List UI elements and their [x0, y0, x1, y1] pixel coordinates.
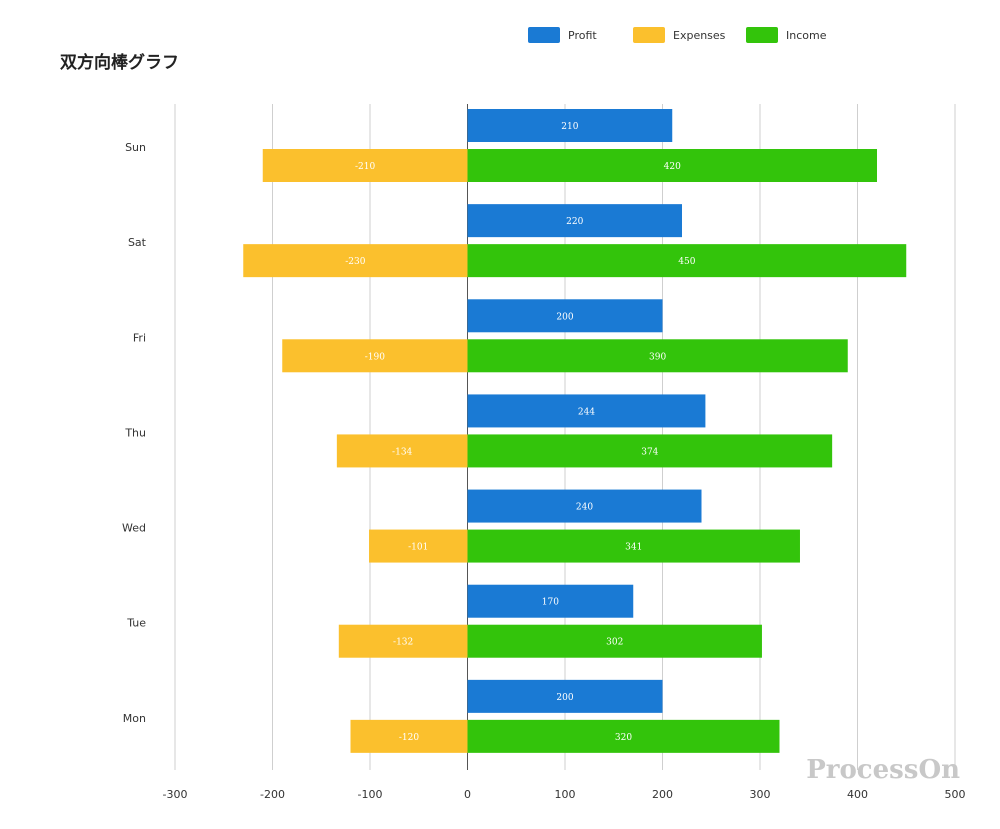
- expenses-bar-label: -230: [345, 257, 365, 267]
- x-tick-label: -200: [260, 788, 285, 801]
- expenses-bar: [282, 339, 468, 373]
- expenses-bar-label: -134: [392, 447, 412, 457]
- profit-bar: [467, 204, 682, 238]
- expenses-bar: [336, 434, 468, 468]
- profit-bar: [467, 299, 663, 333]
- expenses-bar: [369, 529, 468, 563]
- legend-swatch: [528, 27, 560, 43]
- profit-bar-label: 170: [542, 598, 559, 608]
- y-category-label: Thu: [124, 426, 146, 439]
- profit-bar-label: 244: [578, 407, 595, 417]
- profit-bar: [467, 679, 663, 713]
- x-tick-label: 0: [464, 788, 471, 801]
- legend-label: Expenses: [673, 29, 726, 42]
- income-bar: [467, 434, 833, 468]
- expenses-bar-label: -101: [408, 543, 428, 553]
- profit-bar: [467, 394, 706, 428]
- x-tick-label: 400: [847, 788, 868, 801]
- profit-bar-label: 240: [576, 503, 593, 513]
- expenses-bar: [243, 244, 468, 278]
- x-tick-label: -300: [163, 788, 188, 801]
- legend-swatch: [633, 27, 665, 43]
- profit-bar: [467, 109, 673, 142]
- y-category-label: Wed: [122, 522, 146, 535]
- income-bar: [467, 149, 877, 182]
- income-bar-label: 450: [678, 257, 695, 267]
- y-category-label: Sat: [128, 236, 147, 249]
- profit-bar-label: 200: [556, 693, 573, 703]
- income-bar-label: 320: [615, 733, 632, 743]
- x-tick-label: 100: [555, 788, 576, 801]
- profit-bar: [467, 489, 702, 523]
- income-bar: [467, 624, 762, 658]
- income-bar-label: 341: [625, 543, 642, 553]
- profit-bar-label: 220: [566, 217, 583, 227]
- income-bar: [467, 529, 800, 563]
- legend-swatch: [746, 27, 778, 43]
- legend-label: Income: [786, 29, 827, 42]
- expenses-bar-label: -120: [399, 733, 419, 743]
- chart-title: 双方向棒グラフ: [60, 53, 179, 73]
- profit-bar-label: 210: [561, 122, 578, 132]
- income-bar-label: 302: [606, 638, 623, 648]
- expenses-bar-label: -210: [355, 162, 375, 172]
- watermark-logo: ProcessOn: [806, 755, 960, 785]
- x-tick-label: 500: [945, 788, 966, 801]
- income-bar-label: 374: [641, 447, 658, 457]
- profit-bar-label: 200: [556, 312, 573, 322]
- expenses-bar: [262, 149, 468, 182]
- income-bar: [467, 244, 907, 278]
- income-bar-label: 420: [664, 162, 681, 172]
- expenses-bar: [338, 624, 468, 658]
- legend-label: Profit: [568, 29, 597, 42]
- profit-bar: [467, 584, 634, 618]
- x-tick-label: 200: [652, 788, 673, 801]
- x-tick-label: 300: [750, 788, 771, 801]
- expenses-bar-label: -132: [393, 638, 413, 648]
- expenses-bar: [350, 719, 468, 753]
- income-bar-label: 390: [649, 352, 666, 362]
- y-category-label: Fri: [133, 331, 146, 344]
- y-category-label: Sun: [125, 141, 146, 154]
- x-tick-label: -100: [358, 788, 383, 801]
- y-category-label: Tue: [126, 617, 146, 630]
- expenses-bar-label: -190: [365, 352, 385, 362]
- income-bar: [467, 339, 848, 373]
- y-category-label: Mon: [123, 712, 146, 725]
- income-bar: [467, 719, 780, 753]
